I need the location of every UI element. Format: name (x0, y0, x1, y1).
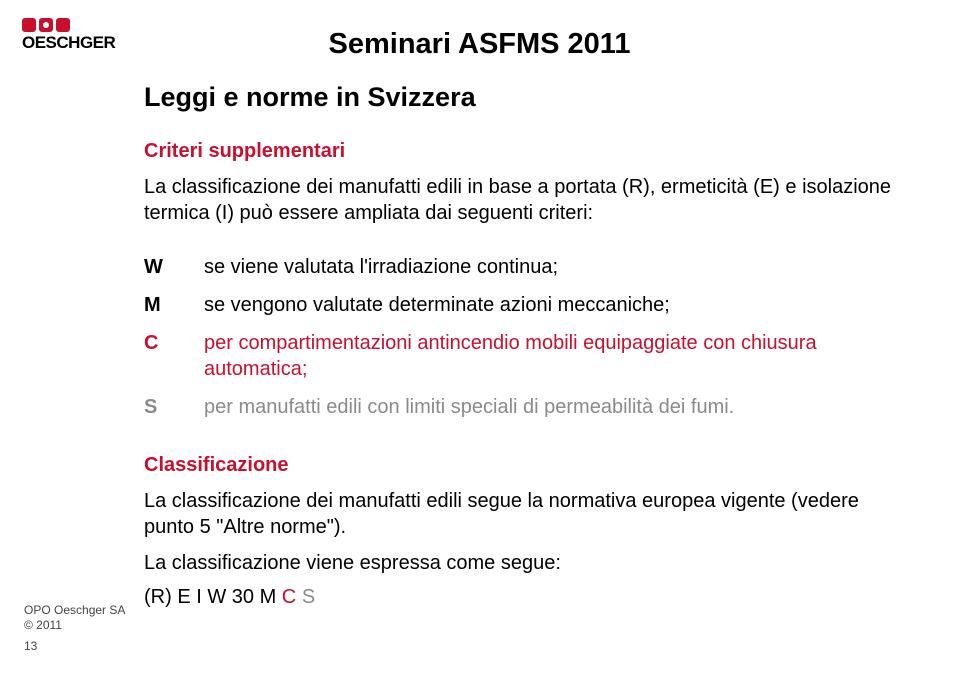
class-expression-label: La classificazione viene espressa come s… (144, 550, 899, 576)
class-expression-code: (R) E I W 30 M C S (144, 584, 899, 610)
class-code-s: S (302, 586, 315, 608)
def-letter: S (144, 394, 204, 420)
footer-company: OPO Oeschger SA (24, 603, 125, 618)
criteri-heading: Criteri supplementari (144, 140, 345, 163)
classificazione-paragraph: La classificazione dei manufatti edili s… (144, 488, 899, 540)
def-text: per manufatti edili con limiti speciali … (204, 394, 734, 420)
definition-row-s: S per manufatti edili con limiti special… (144, 394, 899, 420)
def-text: per compartimentazioni antincendio mobil… (204, 330, 899, 382)
def-letter: W (144, 254, 204, 280)
definition-row-c: C per compartimentazioni antincendio mob… (144, 330, 899, 382)
footer: OPO Oeschger SA © 2011 13 (24, 603, 125, 654)
criteri-paragraph: La classificazione dei manufatti edili i… (144, 174, 899, 226)
definition-row-w: W se viene valutata l'irradiazione conti… (144, 254, 899, 280)
seminar-title: Seminari ASFMS 2011 (0, 28, 959, 61)
class-code-c: C (282, 586, 296, 608)
def-text: se viene valutata l'irradiazione continu… (204, 254, 558, 280)
class-code-prefix: (R) E I W 30 M (144, 586, 282, 608)
def-letter: C (144, 330, 204, 382)
footer-page-number: 13 (24, 639, 125, 654)
footer-copyright: © 2011 (24, 618, 125, 633)
def-text: se vengono valutate determinate azioni m… (204, 292, 670, 318)
def-letter: M (144, 292, 204, 318)
section-heading: Leggi e norme in Svizzera (144, 82, 476, 113)
definition-row-m: M se vengono valutate determinate azioni… (144, 292, 899, 318)
classificazione-heading: Classificazione (144, 454, 289, 477)
